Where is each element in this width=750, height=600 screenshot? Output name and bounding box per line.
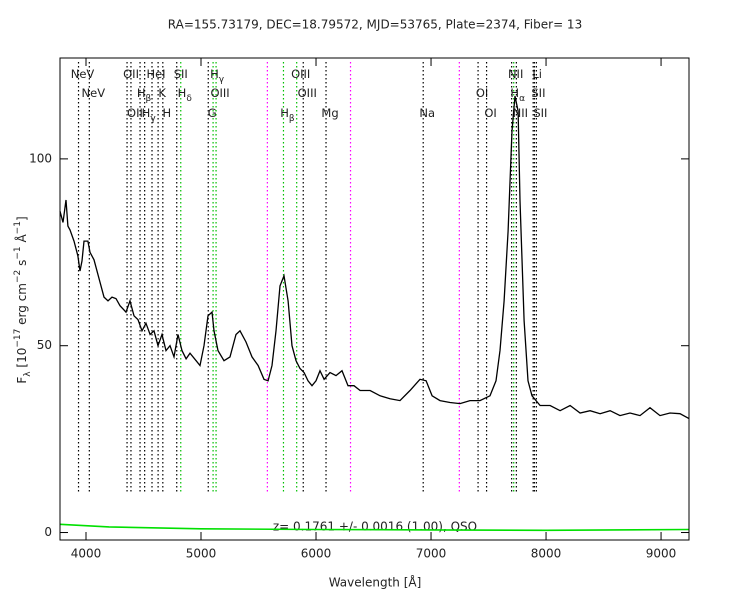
line-label-text: OI: [476, 86, 488, 100]
y-label-part: [10: [15, 348, 29, 372]
line-label-text: K: [158, 86, 166, 100]
y-tick-label: 100: [29, 151, 52, 165]
line-label: NeV: [82, 86, 106, 100]
y-tick-label: 50: [37, 338, 52, 352]
line-label: K: [158, 86, 166, 100]
line-label-text: OII: [123, 67, 139, 81]
line-label-text: Na: [419, 106, 435, 120]
line-label-sub: β: [289, 114, 295, 124]
line-label-text: H: [137, 86, 146, 100]
y-label-part: λ: [23, 371, 33, 377]
line-label-text: OIII: [298, 86, 317, 100]
line-label-sub: γ: [150, 114, 156, 124]
line-label-text: NeV: [82, 86, 106, 100]
line-label-sub: β: [146, 94, 152, 104]
x-tick-label: 4000: [71, 547, 102, 561]
y-tick-label: 0: [44, 525, 52, 539]
line-label: Mg: [321, 106, 338, 120]
line-label: Hβ: [280, 106, 295, 124]
line-label: Na: [419, 106, 435, 120]
y-label-part: ]: [15, 216, 29, 221]
line-label-text: OIII: [210, 86, 229, 100]
line-label: Hα: [510, 86, 525, 104]
y-label-part: Å: [14, 234, 29, 247]
line-label-text: H: [178, 86, 187, 100]
line-label: OI: [476, 86, 488, 100]
y-label-part: −1: [13, 246, 23, 259]
x-axis-label: Wavelength [Å]: [329, 575, 422, 590]
line-label-text: H: [510, 86, 519, 100]
spectrum-line: [59, 95, 690, 420]
annotation: z= 0.1761 +/- 0.0016 (1.00), QSO: [273, 520, 477, 534]
x-tick-label: 6000: [301, 547, 332, 561]
line-label: SII: [174, 67, 188, 81]
line-label-text: HeI: [146, 67, 165, 81]
y-label-part: −1: [13, 221, 23, 234]
line-label: NeV: [71, 67, 95, 81]
x-tick-label: 5000: [186, 547, 217, 561]
line-label-text: H: [142, 106, 151, 120]
line-label: NII: [513, 106, 528, 120]
y-label-part: s: [15, 260, 29, 270]
y-label-part: F: [15, 377, 29, 384]
line-label-sub: γ: [219, 75, 225, 85]
line-label: H: [162, 106, 171, 120]
line-label-text: H: [162, 106, 171, 120]
line-label-text: SII: [531, 86, 545, 100]
line-label: Li: [532, 67, 542, 81]
x-tick-label: 7000: [416, 547, 447, 561]
line-label-text: OI: [484, 106, 496, 120]
line-label: OIII: [298, 86, 317, 100]
line-label-text: SII: [533, 106, 547, 120]
y-label-part: −2: [13, 270, 23, 283]
line-label-text: NII: [508, 67, 523, 81]
x-tick-label: 8000: [531, 547, 562, 561]
line-label-sub: α: [519, 94, 525, 104]
line-label-text: Mg: [321, 106, 338, 120]
x-tick-label: 9000: [646, 547, 677, 561]
line-label: HeI: [146, 67, 165, 81]
line-label: OII: [123, 67, 139, 81]
line-label-text: G: [208, 106, 217, 120]
line-label-text: H: [280, 106, 289, 120]
line-label-text: OIII: [291, 67, 310, 81]
line-label: SII: [533, 106, 547, 120]
line-label: OIII: [291, 67, 310, 81]
line-label: OI: [484, 106, 496, 120]
line-label-text: NII: [513, 106, 528, 120]
line-label: Hβ: [137, 86, 152, 104]
y-axis-label: Fλ [10−17 erg cm−2 s−1 Å−1]: [13, 216, 33, 383]
line-label: OIII: [210, 86, 229, 100]
line-label-text: SII: [174, 67, 188, 81]
line-label: OII: [127, 106, 143, 120]
line-label-text: OII: [127, 106, 143, 120]
line-label: NII: [508, 67, 523, 81]
line-label: Hγ: [210, 67, 225, 85]
y-label-part: erg cm: [15, 283, 29, 329]
line-label-text: NeV: [71, 67, 95, 81]
spectrum-line: [59, 523, 690, 532]
line-label-text: Li: [532, 67, 542, 81]
y-label-part: −17: [13, 329, 23, 348]
line-label: Hγ: [142, 106, 157, 124]
line-label-sub: δ: [186, 94, 192, 104]
line-label: G: [208, 106, 217, 120]
chart-title: RA=155.73179, DEC=18.79572, MJD=53765, P…: [168, 18, 582, 32]
plot-frame: [59, 57, 690, 541]
line-label: Hδ: [178, 86, 193, 104]
line-label-text: H: [210, 67, 219, 81]
line-label: SII: [531, 86, 545, 100]
